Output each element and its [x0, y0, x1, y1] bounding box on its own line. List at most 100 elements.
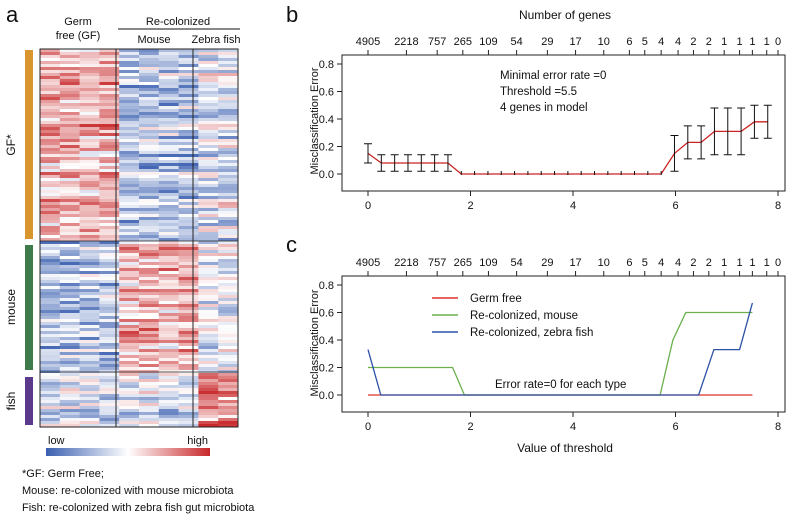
heatmap-cell — [59, 352, 80, 356]
heatmap-cell — [99, 70, 120, 74]
heatmap-cell — [158, 292, 179, 296]
heatmap-cell — [158, 229, 179, 233]
heatmap-cell — [59, 124, 80, 128]
heatmap-cell — [119, 124, 140, 128]
heatmap-cell — [119, 163, 140, 167]
heatmap-cell — [198, 202, 219, 206]
heatmap-cell — [218, 376, 239, 380]
heatmap-cell — [40, 142, 61, 146]
heatmap-cell — [139, 220, 160, 224]
heatmap-cell — [119, 250, 140, 254]
heatmap-cell — [198, 406, 219, 410]
heatmap-cell — [59, 151, 80, 155]
heatmap-cell — [119, 223, 140, 227]
heatmap-cell — [218, 238, 239, 242]
heatmap-cell — [178, 85, 199, 89]
heatmap-cell — [59, 199, 80, 203]
heatmap-cell — [40, 115, 61, 119]
heatmap-cell — [99, 376, 120, 380]
heatmap-cell — [139, 280, 160, 284]
heatmap-cell — [59, 130, 80, 134]
heatmap-cell — [99, 190, 120, 194]
heatmap-cell — [218, 235, 239, 239]
heatmap-cell — [99, 412, 120, 416]
chart-b-ylabel: Misclassification Error — [309, 67, 321, 174]
heatmap-cell — [139, 271, 160, 275]
heatmap-cell — [40, 388, 61, 392]
heatmap-cell — [218, 163, 239, 167]
heatmap-cell — [59, 205, 80, 209]
heatmap-cell — [99, 184, 120, 188]
heatmap-cell — [79, 91, 100, 95]
heatmap-cell — [178, 277, 199, 281]
heatmap-cell — [198, 148, 219, 152]
heatmap-cell — [59, 406, 80, 410]
heatmap-cell — [119, 415, 140, 419]
heatmap-cell — [99, 253, 120, 257]
heatmap-cell — [59, 247, 80, 251]
heatmap-cell — [218, 115, 239, 119]
heatmap-cell — [218, 118, 239, 122]
heatmap-cell — [178, 283, 199, 287]
heatmap-cell — [218, 58, 239, 62]
heatmap-cell — [119, 301, 140, 305]
heatmap-cell — [218, 313, 239, 317]
heatmap-cell — [218, 61, 239, 65]
heatmap-cell — [40, 400, 61, 404]
heatmap-cell — [139, 265, 160, 269]
heatmap-cell — [178, 421, 199, 425]
heatmap-cell — [198, 124, 219, 128]
heatmap-cell — [198, 190, 219, 194]
heatmap-cell — [178, 424, 199, 428]
x-tick-label: 8 — [775, 421, 781, 433]
heatmap-cell — [198, 118, 219, 122]
heatmap-cell — [40, 334, 61, 338]
heatmap-cell — [178, 244, 199, 248]
panel-a: a Germ free (GF) Re-colonized Mouse Zebr… — [4, 2, 255, 514]
heatmap-cell — [119, 265, 140, 269]
heatmap-cell — [198, 211, 219, 215]
top-tick-label: 1 — [737, 36, 743, 48]
heatmap-cell — [119, 199, 140, 203]
heatmap-cell — [79, 418, 100, 422]
heatmap-cell — [178, 112, 199, 116]
heatmap-cell — [40, 271, 61, 275]
heatmap-cell — [79, 325, 100, 329]
heatmap-cell — [79, 340, 100, 344]
heatmap-cell — [119, 256, 140, 260]
heatmap-cell — [59, 355, 80, 359]
heatmap-cell — [40, 190, 61, 194]
heatmap-cell — [59, 328, 80, 332]
heatmap-cell — [59, 316, 80, 320]
heatmap-cell — [178, 379, 199, 383]
heatmap-cell — [139, 64, 160, 68]
heatmap-cell — [99, 316, 120, 320]
heatmap-cell — [198, 259, 219, 263]
heatmap-cell — [59, 409, 80, 413]
heatmap-cell — [99, 400, 120, 404]
panel-c: c Misclassification Error Value of thres… — [286, 232, 786, 455]
heatmap-cell — [218, 52, 239, 56]
heatmap-cell — [40, 289, 61, 293]
x-tick-label: 0 — [365, 421, 371, 433]
heatmap-cell — [139, 400, 160, 404]
heatmap-cell — [119, 241, 140, 245]
heatmap-cell — [40, 322, 61, 326]
heatmap-cell — [99, 139, 120, 143]
heatmap-cell — [59, 118, 80, 122]
heatmap-cell — [99, 157, 120, 161]
y-tick-label: 0.2 — [319, 142, 334, 154]
heatmap-cell — [119, 397, 140, 401]
heatmap-cell — [40, 310, 61, 314]
heatmap-cell — [59, 139, 80, 143]
heatmap-cell — [198, 313, 219, 317]
heatmap-cell — [218, 103, 239, 107]
heatmap-cell — [40, 175, 61, 179]
heatmap-cell — [139, 262, 160, 266]
heatmap-cell — [178, 175, 199, 179]
heatmap-cell — [139, 292, 160, 296]
heatmap-cell — [40, 103, 61, 107]
heatmap-cell — [198, 151, 219, 155]
heatmap-cell — [79, 253, 100, 257]
heatmap-cell — [40, 298, 61, 302]
